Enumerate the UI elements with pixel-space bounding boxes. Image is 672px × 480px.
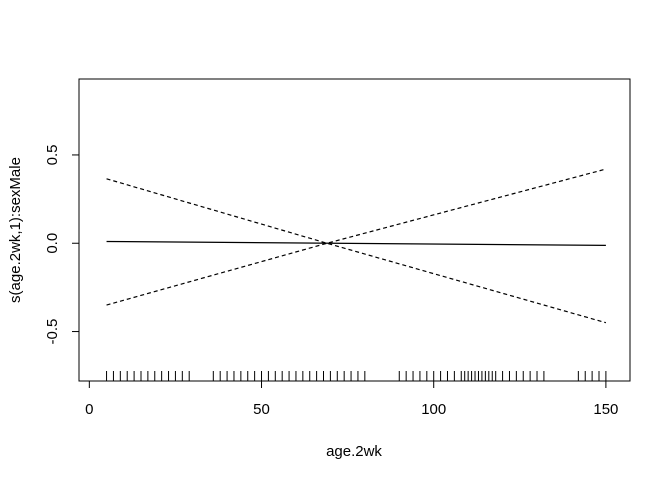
x-tick-label: 100 <box>421 401 446 418</box>
y-tick-label: 0.0 <box>44 233 61 254</box>
x-tick-label: 0 <box>85 401 93 418</box>
y-axis: -0.5 0.0 0.5 <box>44 145 80 345</box>
y-tick-label: 0.5 <box>44 145 61 166</box>
series-layer <box>106 168 607 324</box>
y-tick-label: -0.5 <box>44 319 61 345</box>
rug <box>106 371 607 381</box>
x-tick-label: 50 <box>253 401 270 418</box>
x-tick-label: 150 <box>593 401 618 418</box>
x-axis: 0 50 100 150 <box>85 380 618 418</box>
y-axis-label: s(age.2wk,1):sexMale <box>7 157 24 303</box>
confidence-band-line <box>106 168 607 306</box>
estimate-line <box>106 240 606 246</box>
confidence-band-line <box>106 178 607 324</box>
plot-frame <box>78 78 631 382</box>
x-axis-label: age.2wk <box>326 443 382 460</box>
